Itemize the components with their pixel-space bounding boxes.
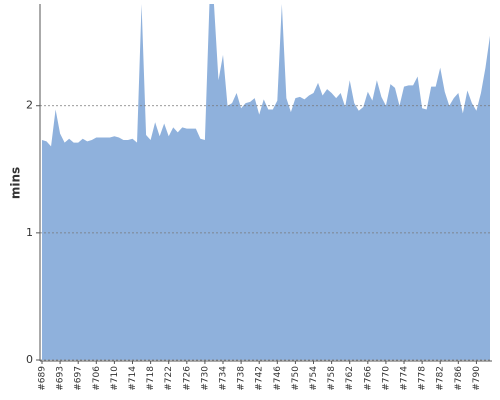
x-tick-label: #689 [38,366,48,391]
x-tick-label: #746 [273,366,283,391]
y-tick-label: 0 [26,353,33,366]
x-tick-label: #782 [436,366,446,391]
x-tick-label: #762 [345,366,355,391]
x-tick-label: #710 [110,366,120,391]
x-tick-label: #786 [454,366,464,391]
x-tick-label: #758 [327,366,337,391]
x-tick-label: #734 [219,366,229,391]
x-tick-label: #754 [309,366,319,391]
y-axis-label: mins [9,167,23,199]
x-tick-label: #693 [56,366,66,391]
x-tick-label: #778 [418,366,428,391]
x-tick-label: #706 [92,366,102,391]
x-tick-label: #718 [146,366,156,391]
x-tick-label: #742 [255,366,265,391]
x-tick-label: #774 [400,366,410,391]
x-tick-label: #770 [381,366,391,391]
x-tick-label: #790 [472,366,482,391]
x-tick-label: #714 [128,366,138,391]
x-tick-label: #766 [363,366,373,391]
y-tick-label: 1 [26,226,33,239]
x-tick-label: #738 [237,366,247,391]
x-tick-label: #750 [291,366,301,391]
x-tick-label: #730 [200,366,210,391]
x-tick-label: #697 [74,366,84,391]
y-tick-label: 2 [26,99,33,112]
x-tick-label: #722 [164,366,174,391]
plot-area [42,4,490,360]
area [42,4,490,360]
x-tick-label: #726 [182,366,192,391]
